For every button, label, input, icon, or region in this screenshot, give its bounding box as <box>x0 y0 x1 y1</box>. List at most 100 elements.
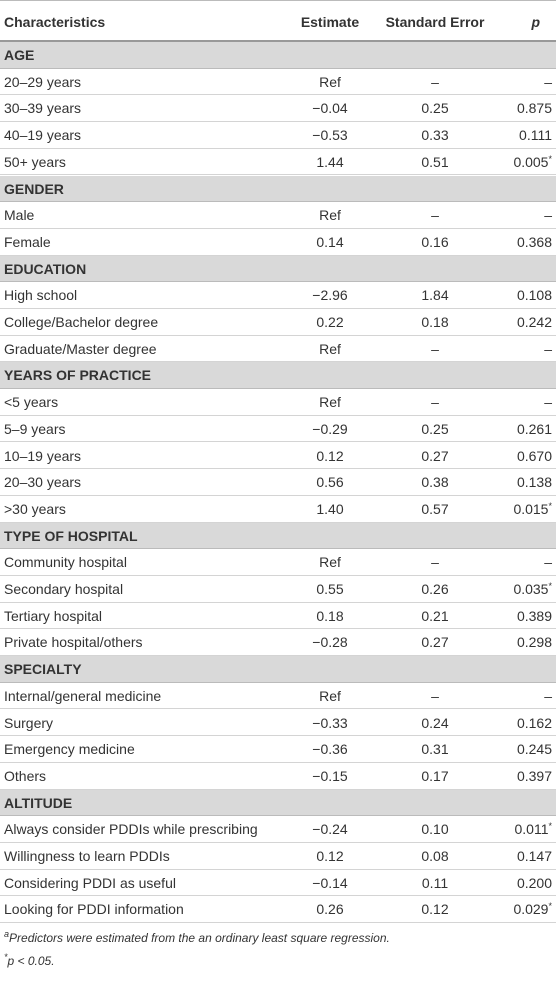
p-cell: 0.029* <box>513 896 552 922</box>
p-cell: 0.035* <box>513 576 552 602</box>
p-cell: 0.200 <box>517 870 552 896</box>
p-cell: 0.875 <box>517 95 552 121</box>
section-title: YEARS OF PRACTICE <box>4 367 152 384</box>
section-row: GENDER <box>0 175 556 203</box>
significance-mark: * <box>548 153 552 164</box>
p-value: – <box>544 340 552 357</box>
p-value: 0.111 <box>519 127 552 144</box>
se-cell: 0.24 <box>421 714 449 731</box>
table-row: 30–39 years −0.04 0.25 0.875 <box>0 95 556 123</box>
se-cell: 0.08 <box>421 848 449 864</box>
label-cell: Others <box>4 767 47 784</box>
se-cell: 0.25 <box>421 100 449 117</box>
label-cell: Male <box>4 207 35 224</box>
table-row: Secondary hospital 0.55 0.26 0.035* <box>0 576 556 603</box>
se-cell: 0.21 <box>421 607 449 624</box>
se-cell: 0.51 <box>421 153 449 170</box>
estimate-cell: −2.96 <box>312 287 348 304</box>
label-cell: Looking for PDDI information <box>4 901 184 918</box>
se-cell: 1.84 <box>421 287 449 304</box>
p-cell: 0.389 <box>517 603 552 629</box>
p-value: 0.298 <box>516 634 552 651</box>
label-cell: Emergency medicine <box>4 741 135 758</box>
estimate-cell: 0.18 <box>316 607 344 624</box>
se-cell: – <box>431 687 439 704</box>
estimate-cell: Ref <box>319 73 341 90</box>
se-cell: 0.26 <box>421 581 449 597</box>
p-value: 0.035 <box>513 581 549 597</box>
table-row: High school −2.96 1.84 0.108 <box>0 282 556 309</box>
p-value: – <box>544 394 552 411</box>
se-cell: – <box>431 554 439 571</box>
table-row: 20–29 years Ref – – <box>0 69 556 96</box>
p-cell: – <box>544 69 552 95</box>
p-value: 0.261 <box>516 420 552 437</box>
label-cell: High school <box>4 287 78 304</box>
se-cell: 0.57 <box>421 500 449 517</box>
section-title: TYPE OF HOSPITAL <box>4 527 138 544</box>
p-value: 0.029 <box>513 901 549 918</box>
p-value: 0.015 <box>513 500 549 517</box>
p-cell: – <box>544 389 552 415</box>
p-cell: 0.015* <box>513 496 552 522</box>
p-value: – <box>544 687 552 704</box>
p-value: 0.200 <box>516 874 552 891</box>
se-cell: 0.10 <box>421 821 449 838</box>
p-cell: 0.397 <box>517 763 552 789</box>
p-cell: 0.147 <box>517 843 552 869</box>
estimate-cell: Ref <box>319 554 341 571</box>
section-row: ALTITUDE <box>0 789 556 817</box>
table-row: 5–9 years −0.29 0.25 0.261 <box>0 416 556 443</box>
estimate-cell: 0.26 <box>316 901 344 918</box>
section-title: GENDER <box>4 180 64 197</box>
significance-mark: * <box>548 500 552 511</box>
p-cell: 0.111 <box>519 122 552 148</box>
table-row: Tertiary hospital 0.18 0.21 0.389 <box>0 603 556 630</box>
label-cell: Always consider PDDIs while prescribing <box>4 821 258 838</box>
p-value: 0.147 <box>516 848 552 864</box>
section-title: ALTITUDE <box>4 794 73 811</box>
estimate-cell: −0.04 <box>312 100 348 117</box>
p-cell: 0.138 <box>517 469 552 495</box>
table-row: 50+ years 1.44 0.51 0.005* <box>0 149 556 176</box>
table-header: Characteristics Estimate Standard Error … <box>0 0 556 42</box>
label-cell: Private hospital/others <box>4 634 143 651</box>
label-cell: Female <box>4 233 51 250</box>
estimate-cell: Ref <box>319 687 341 704</box>
estimate-cell: −0.28 <box>312 634 348 651</box>
table-row: Internal/general medicine Ref – – <box>0 683 556 710</box>
se-cell: 0.27 <box>421 634 449 651</box>
footnote: aPredictors were estimated from the an o… <box>4 930 390 946</box>
p-value: 0.389 <box>516 607 552 624</box>
table-row: 40–19 years −0.53 0.33 0.111 <box>0 122 556 149</box>
p-cell: – <box>544 202 552 228</box>
label-cell: 30–39 years <box>4 100 82 117</box>
estimate-cell: −0.15 <box>312 767 348 784</box>
section-row: TYPE OF HOSPITAL <box>0 522 556 550</box>
label-cell: Graduate/Master degree <box>4 340 157 357</box>
label-cell: Community hospital <box>4 554 127 571</box>
p-cell: – <box>544 336 552 362</box>
table-row: Male Ref – – <box>0 202 556 229</box>
estimate-cell: −0.14 <box>312 874 348 891</box>
significance-mark: * <box>548 581 552 591</box>
label-cell: 5–9 years <box>4 420 66 437</box>
table-row: Looking for PDDI information 0.26 0.12 0.02… <box>0 896 556 924</box>
table-row: Private hospital/others −0.28 0.27 0.298 <box>0 629 556 657</box>
label-cell: 10–19 years <box>4 447 82 464</box>
p-cell: 0.670 <box>517 443 552 469</box>
p-cell: 0.261 <box>517 416 552 442</box>
label-cell: Willingness to learn PDDIs <box>4 848 170 864</box>
se-cell: – <box>431 207 439 224</box>
section-title: SPECIALTY <box>4 661 82 678</box>
table-row: Considering PDDI as useful −0.14 0.11 0.200 <box>0 870 556 897</box>
estimate-cell: −0.24 <box>312 821 348 838</box>
table-row: Willingness to learn PDDIs 0.12 0.08 0.147 <box>0 843 556 870</box>
table-row: 20–30 years 0.56 0.38 0.138 <box>0 469 556 496</box>
p-cell: 0.298 <box>517 629 552 655</box>
estimate-cell: Ref <box>319 340 341 357</box>
p-cell: 0.162 <box>517 710 552 736</box>
p-value: 0.875 <box>516 100 552 117</box>
p-value: – <box>544 554 552 571</box>
